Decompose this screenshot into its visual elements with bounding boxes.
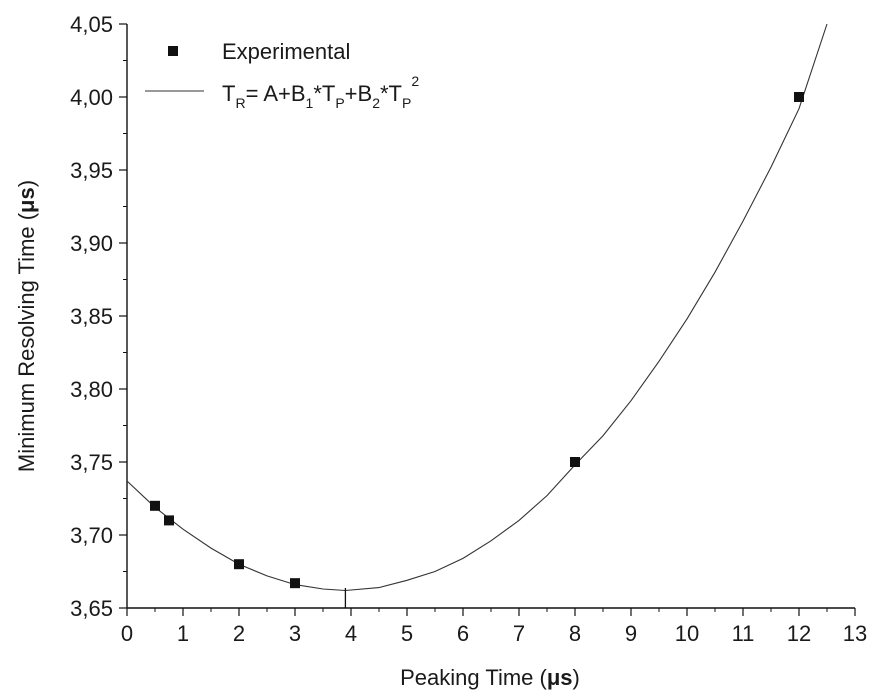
x-tick-label: 4 (345, 621, 357, 646)
data-point-experimental (290, 578, 300, 589)
data-points-group (150, 92, 804, 589)
y-tick-label: 3,70 (70, 523, 113, 548)
x-tick-label: 2 (233, 621, 245, 646)
formula-sub-1: 1 (306, 95, 314, 111)
x-tick-label: 12 (787, 621, 811, 646)
formula-eq: = A+B (246, 81, 306, 106)
x-axis-label: Peaking Time (μs) (400, 665, 580, 690)
formula-star-T1: *T (313, 81, 335, 106)
legend-marker-experimental (168, 46, 178, 56)
x-tick-label: 9 (625, 621, 637, 646)
x-tick-label: 0 (121, 621, 133, 646)
formula-sub-P2: P (402, 95, 411, 111)
formula-sub-R: R (235, 95, 245, 111)
y-axis-label: Minimum Resolving Time (μs) (14, 180, 39, 472)
data-point-experimental (794, 92, 804, 102)
y-tick-label: 3,90 (70, 231, 113, 256)
data-point-experimental (234, 559, 244, 570)
data-point-experimental (570, 457, 580, 467)
formula-T: T (222, 81, 235, 106)
x-tick-label: 6 (457, 621, 469, 646)
fit-curve-group (126, 23, 828, 608)
x-tick-label: 13 (843, 621, 867, 646)
legend-label-fit: TR= A+B1*TP+B2*TP2 (222, 73, 419, 111)
x-tick-label: 11 (732, 621, 755, 646)
data-point-experimental (164, 515, 174, 526)
axes (119, 23, 856, 616)
formula-sub-2: 2 (372, 95, 380, 111)
x-tick-label: 5 (401, 621, 413, 646)
legend: Experimental TR= A+B1*TP+B2*TP2 (145, 39, 419, 111)
y-tick-label: 4,05 (70, 12, 113, 37)
y-tick-label: 4,00 (70, 85, 113, 110)
legend-label-experimental: Experimental (222, 39, 350, 64)
formula-sub-P1: P (335, 95, 344, 111)
x-tick-label: 3 (289, 621, 301, 646)
y-tick-label: 3,80 (70, 377, 113, 402)
formula-star-T2: *T (380, 81, 402, 106)
y-tick-label: 3,85 (70, 304, 113, 329)
x-tick-label: 10 (675, 621, 699, 646)
y-tick-label: 3,95 (70, 158, 113, 183)
formula-sup-2: 2 (411, 73, 419, 89)
data-point-experimental (150, 500, 160, 511)
fit-curve (126, 23, 828, 592)
labels-group: 0 1 2 3 4 5 6 7 8 9 10 11 12 133,653,703,753,803,853,… (70, 12, 867, 646)
y-tick-label: 3,75 (70, 450, 113, 475)
formula-plus-B: +B (345, 81, 373, 106)
x-tick-label: 7 (513, 621, 525, 646)
y-tick-label: 3,65 (70, 596, 113, 621)
x-tick-label: 8 (569, 621, 581, 646)
x-tick-label: 1 (177, 621, 189, 646)
